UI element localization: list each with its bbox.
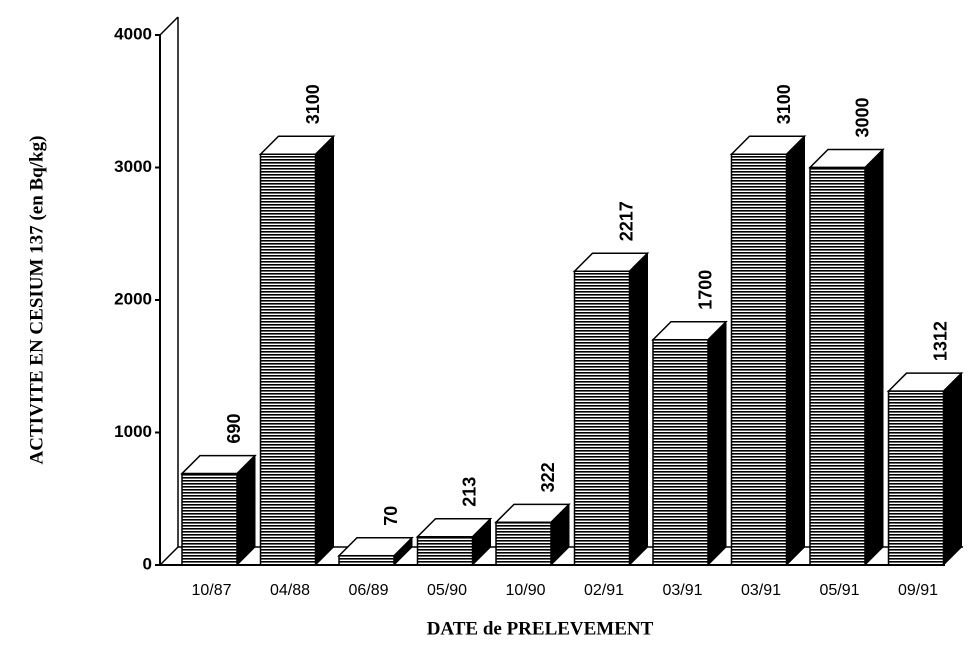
y-axis-label: ACTIVITE EN CESIUM 137 (en Bq/kg) (26, 136, 47, 465)
x-tick-label: 05/91 (819, 582, 859, 599)
x-tick-label: 03/91 (662, 582, 702, 599)
x-tick-label: 09/91 (898, 582, 938, 599)
value-label: 322 (538, 462, 558, 492)
value-label: 690 (224, 414, 244, 444)
value-label: 3100 (303, 84, 323, 124)
x-tick-label: 04/88 (270, 582, 310, 599)
bar (730, 153, 788, 566)
bar (652, 339, 709, 566)
bar-side (236, 454, 256, 567)
value-label: 70 (381, 506, 401, 526)
x-tick-label: 06/89 (348, 582, 388, 599)
value-label: 1700 (695, 270, 715, 310)
bar (573, 270, 631, 566)
y-tick-label: 0 (143, 554, 152, 573)
x-tick-label: 10/90 (505, 582, 545, 599)
depth-top (159, 16, 179, 36)
bar-side (629, 252, 648, 567)
bar (495, 521, 552, 566)
bar (416, 536, 474, 566)
bar-side (864, 148, 884, 567)
value-label: 3100 (774, 84, 794, 124)
value-label: 213 (460, 477, 480, 507)
x-tick-label: 02/91 (584, 582, 624, 599)
x-tick-label: 05/90 (427, 582, 467, 599)
bar-side (315, 135, 334, 567)
bar (338, 554, 395, 566)
value-label: 2217 (617, 201, 637, 241)
x-axis-label: DATE de PRELEVEMENT (427, 618, 654, 639)
bar (809, 166, 866, 566)
bar-side (943, 371, 962, 567)
y-tick-label: 4000 (114, 24, 152, 43)
value-label: 1312 (931, 321, 951, 361)
y-tick-label: 3000 (114, 157, 152, 176)
bar (181, 472, 238, 566)
y-tick-label: 2000 (114, 289, 152, 308)
floor-depth (159, 546, 179, 566)
bar (887, 390, 945, 566)
value-label: 3000 (852, 97, 872, 137)
bar-side (707, 320, 727, 567)
bar (259, 153, 317, 566)
bar-side (786, 135, 805, 567)
y-tick-label: 1000 (114, 422, 152, 441)
x-tick-label: 10/87 (191, 582, 231, 599)
x-tick-label: 03/91 (741, 582, 781, 599)
